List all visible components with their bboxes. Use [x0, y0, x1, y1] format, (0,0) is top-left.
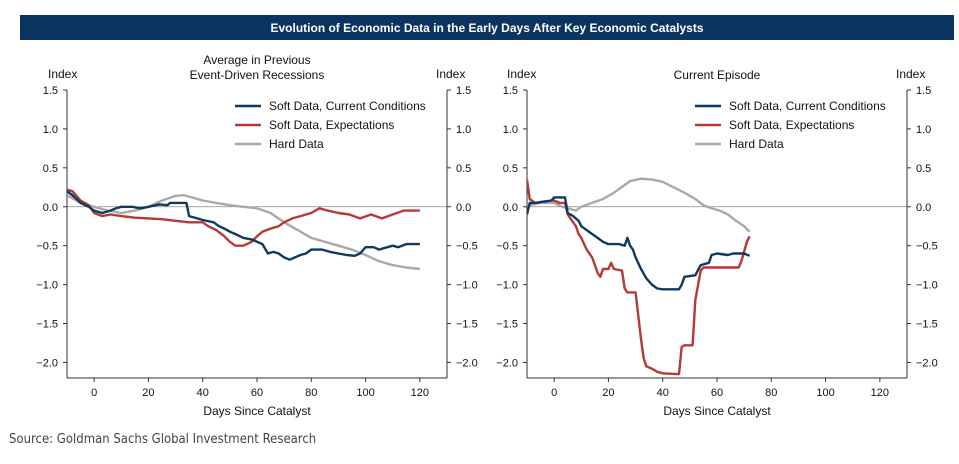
legend-label: Hard Data [729, 137, 784, 151]
series-line-2 [67, 188, 420, 247]
series-line-1 [527, 196, 751, 291]
y-tick-label-left: −2.0 [36, 357, 58, 369]
y-axis-label-right: Index [436, 67, 465, 81]
y-axis-label-right: Index [896, 67, 925, 81]
series-line-1 [67, 190, 420, 261]
y-tick-label-right: −0.5 [916, 241, 938, 253]
y-tick-label-left: 1.5 [43, 85, 58, 97]
y-tick-label-left: 0.5 [43, 163, 58, 175]
y-tick-label-right: −1.5 [916, 319, 938, 331]
x-tick-label: 20 [602, 387, 614, 399]
y-tick-label-right: −1.0 [456, 280, 478, 292]
y-tick-label-left: −1.5 [36, 319, 58, 331]
chart-banner-title: Evolution of Economic Data in the Early … [20, 15, 954, 40]
series-line-3 [527, 177, 751, 233]
x-tick-label: 20 [142, 387, 154, 399]
source-note: Source: Goldman Sachs Global Investment … [9, 432, 317, 447]
y-tick-label-right: 0.0 [456, 202, 471, 214]
y-tick-label-left: 1.5 [503, 85, 518, 97]
x-axis-label: Days Since Catalyst [663, 404, 771, 418]
y-tick-label-left: −0.5 [36, 241, 58, 253]
x-tick-label: 40 [197, 387, 209, 399]
chart-title-line: Average in Previous [203, 53, 310, 67]
y-tick-label-right: −1.0 [916, 280, 938, 292]
legend-label: Hard Data [269, 137, 324, 151]
x-tick-label: 60 [251, 387, 263, 399]
x-tick-label: 100 [816, 387, 834, 399]
x-tick-label: 80 [305, 387, 317, 399]
x-tick-label: 80 [765, 387, 777, 399]
x-tick-label: 120 [871, 387, 889, 399]
chart-panel-1: 1.5 1.5 1.0 1.0 0.5 0.5 0.0 0.0 −0.5 −0.5 −1.0 −1.0… [36, 53, 477, 418]
x-tick-label: 100 [356, 387, 374, 399]
chart-title-line: Current Episode [674, 68, 761, 82]
y-tick-label-left: 1.0 [503, 124, 518, 136]
y-tick-label-left: 0.5 [503, 163, 518, 175]
x-tick-label: 40 [657, 387, 669, 399]
y-tick-label-right: 0.5 [916, 163, 931, 175]
y-axis-label-left: Index [507, 67, 536, 81]
x-tick-label: 120 [411, 387, 429, 399]
y-tick-label-left: 0.0 [503, 202, 518, 214]
y-axis-label-left: Index [48, 67, 77, 81]
legend-label: Soft Data, Current Conditions [269, 99, 426, 113]
y-tick-label-left: 1.0 [43, 124, 58, 136]
y-tick-label-left: −2.0 [496, 357, 518, 369]
y-tick-label-left: −1.0 [36, 280, 58, 292]
y-tick-label-right: 1.0 [456, 124, 471, 136]
y-tick-label-right: 1.0 [916, 124, 931, 136]
y-tick-label-left: −1.0 [496, 280, 518, 292]
y-tick-label-right: −0.5 [456, 241, 478, 253]
series-line-3 [67, 193, 421, 271]
y-tick-label-right: 1.5 [456, 85, 471, 97]
y-tick-label-left: −1.5 [496, 319, 518, 331]
legend-label: Soft Data, Expectations [729, 118, 854, 132]
chart-title-line: Event-Driven Recessions [190, 68, 325, 82]
legend-label: Soft Data, Expectations [269, 118, 394, 132]
legend-label: Soft Data, Current Conditions [729, 99, 886, 113]
x-tick-label: 0 [551, 387, 557, 399]
y-tick-label-right: 1.5 [916, 85, 931, 97]
x-axis-label: Days Since Catalyst [203, 404, 311, 418]
x-tick-label: 60 [711, 387, 723, 399]
y-tick-label-right: −1.5 [456, 319, 478, 331]
y-tick-label-right: 0.5 [456, 163, 471, 175]
y-tick-label-right: 0.0 [916, 202, 931, 214]
y-tick-label-left: 0.0 [43, 202, 58, 214]
y-tick-label-left: −0.5 [496, 241, 518, 253]
x-tick-label: 0 [91, 387, 97, 399]
chart-panel-2: 1.5 1.5 1.0 1.0 0.5 0.5 0.0 0.0 −0.5 −0.5 −1.0 −1.0… [496, 67, 937, 418]
y-tick-label-right: −2.0 [916, 357, 938, 369]
y-tick-label-right: −2.0 [456, 357, 478, 369]
